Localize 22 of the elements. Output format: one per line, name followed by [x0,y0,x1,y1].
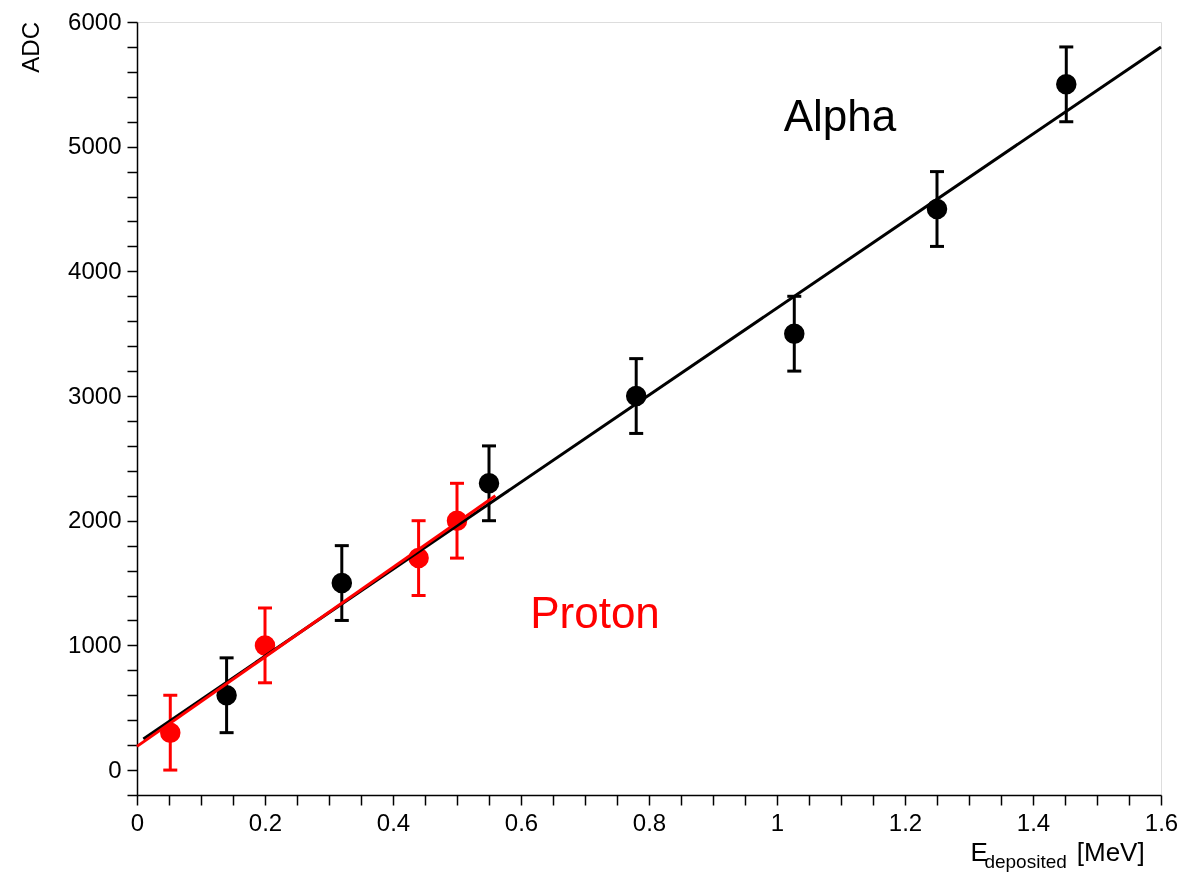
y-tick-label: 3000 [68,381,122,409]
y-tick-label: 2000 [68,506,122,534]
point [926,198,948,220]
y-tick-label: 1000 [68,630,122,658]
x-tick-label: 1.2 [888,808,923,836]
x-tick-label: 0.4 [376,808,411,836]
y-tick-label: 0 [108,755,122,783]
x-tick-label: 1 [770,808,785,836]
series-label: Alpha [783,91,897,140]
point [331,572,353,594]
x-tick-label: 0.2 [248,808,283,836]
y-tick-label: 4000 [68,256,122,284]
y-tick-label: 5000 [68,132,122,160]
text: Proton [530,588,660,637]
x-tick-label: 0.8 [632,808,667,836]
y-tick-label: 6000 [68,7,122,35]
x-tick-label: 1.4 [1016,808,1051,836]
x-tick-label: 0.6 [504,808,539,836]
x-tick-label: 1.6 [1144,808,1179,836]
point [254,635,276,656]
y-axis-title: ADC [17,22,44,73]
x-tick-label: 0 [130,808,145,836]
